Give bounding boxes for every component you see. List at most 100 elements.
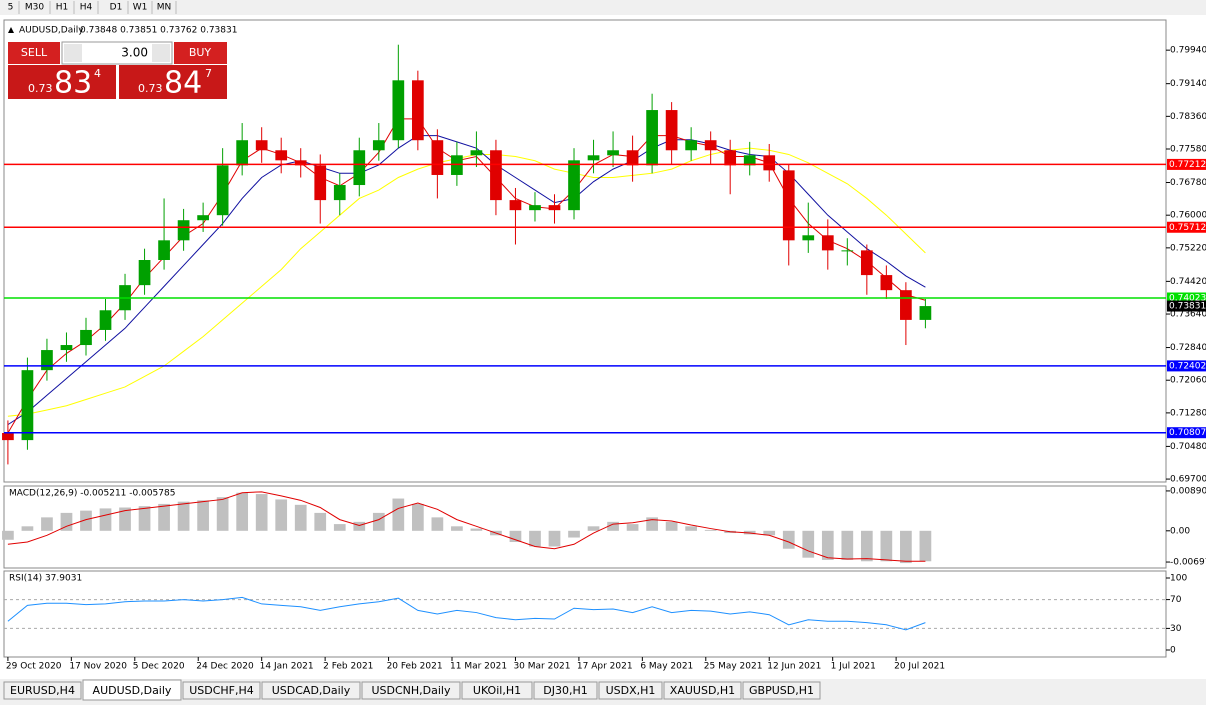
y-tick-label: 0.76780 — [1170, 178, 1206, 188]
tab[interactable] — [533, 681, 598, 700]
tab-label[interactable]: USDCAD,Daily — [272, 684, 351, 697]
timeframe-button[interactable]: M30 — [25, 3, 44, 13]
x-tick-label: 6 May 2021 — [640, 662, 693, 672]
x-tick-label: 30 Mar 2021 — [513, 662, 570, 672]
candle-body — [138, 260, 151, 286]
tab[interactable] — [598, 681, 663, 700]
macd-bar — [841, 530, 854, 560]
tab[interactable] — [663, 681, 742, 700]
y-tick-label: 0.79140 — [1170, 79, 1206, 89]
x-tick-label: 14 Jan 2021 — [260, 662, 314, 672]
candle-body — [236, 140, 249, 166]
last-price-label: 0.73831 — [1169, 302, 1206, 312]
candle-body — [568, 160, 580, 211]
collapse-arrow[interactable] — [8, 27, 14, 33]
tab[interactable] — [261, 681, 361, 700]
ask-small: 7 — [205, 67, 212, 80]
timeframe-button[interactable]: MN — [157, 3, 172, 13]
buy-label[interactable]: BUY — [189, 46, 212, 59]
macd-bar — [372, 512, 385, 531]
level-label-box — [1167, 360, 1206, 372]
candle-body — [392, 80, 405, 141]
x-tick-label: 24 Dec 2020 — [196, 662, 254, 672]
y-tick-label: 0.69700 — [1170, 475, 1206, 485]
timeframe-button[interactable]: H4 — [80, 3, 93, 13]
tab-label[interactable]: AUDUSD,Daily — [93, 684, 172, 697]
macd-bar — [548, 530, 561, 547]
macd-bar — [919, 530, 932, 562]
tab[interactable] — [182, 681, 261, 700]
macd-bar — [275, 499, 288, 531]
rsi-title: RSI(14) 37.9031 — [9, 574, 82, 584]
tab-label[interactable]: XAUUSD,H1 — [670, 684, 735, 697]
sell-label[interactable]: SELL — [21, 46, 48, 59]
lot-down[interactable] — [64, 44, 82, 62]
candle-body — [294, 160, 307, 166]
tab-label[interactable]: USDCNH,Daily — [371, 684, 451, 697]
bid-box[interactable] — [8, 65, 116, 99]
tab-label[interactable]: UKOil,H1 — [473, 684, 521, 697]
macd-bar — [568, 530, 580, 538]
tab[interactable] — [361, 681, 461, 700]
level-label: 0.77212 — [1169, 160, 1206, 170]
sell-button[interactable] — [8, 42, 60, 64]
buy-button[interactable] — [174, 42, 227, 64]
tab-label[interactable]: GBPUSD,H1 — [749, 684, 814, 697]
tab-label[interactable]: USDCHF,H4 — [189, 684, 254, 697]
macd-bar — [685, 526, 698, 531]
macd-bar — [860, 530, 873, 562]
lot-input[interactable] — [61, 41, 173, 65]
y-tick-label: 0 — [1170, 646, 1176, 656]
bid-big: 83 — [54, 66, 92, 101]
candle-body — [372, 140, 385, 151]
ask-box[interactable] — [119, 65, 227, 99]
candle-body — [548, 205, 561, 211]
level-label: 0.70807 — [1169, 428, 1206, 438]
tab[interactable] — [3, 681, 82, 700]
candle-body — [529, 205, 541, 211]
macd-bar — [80, 510, 92, 531]
macd-bar — [314, 512, 327, 531]
tab[interactable] — [742, 681, 821, 700]
candle-body — [275, 150, 288, 161]
candle-body — [841, 250, 854, 252]
candle-body — [626, 150, 639, 166]
tab-label[interactable]: USDX,H1 — [606, 684, 656, 697]
candle-body — [509, 200, 522, 211]
macd-bar — [900, 530, 912, 564]
candle-body — [60, 345, 73, 351]
macd-bar — [255, 494, 268, 531]
timeframe-button[interactable]: 5 — [8, 3, 14, 13]
tab[interactable] — [82, 679, 182, 701]
macd-bar — [236, 492, 249, 531]
y-tick-label: 0.71280 — [1170, 408, 1206, 418]
x-tick-label: 20 Feb 2021 — [387, 662, 443, 672]
macd-bar — [60, 512, 73, 531]
candle-body — [900, 290, 912, 320]
timeframe-button[interactable]: H1 — [56, 3, 69, 13]
y-tick-label: 0.70480 — [1170, 442, 1206, 452]
rsi-line — [7, 596, 926, 631]
y-tick-label: 30 — [1170, 624, 1182, 634]
y-tick-label: -0.00697 — [1170, 558, 1206, 568]
candle-body — [80, 329, 92, 346]
level-label: 0.75712 — [1169, 223, 1206, 233]
tab[interactable] — [461, 681, 533, 700]
candle-body — [21, 370, 34, 441]
macd-bar — [353, 521, 366, 531]
lot-up[interactable] — [152, 44, 170, 62]
timeframe-button[interactable]: W1 — [133, 3, 148, 13]
candle-body — [743, 155, 756, 166]
x-tick-label: 17 Nov 2020 — [69, 662, 127, 672]
macd-bar — [177, 501, 190, 531]
y-tick-label: 0.72060 — [1170, 376, 1206, 386]
macd-bar — [880, 530, 893, 562]
candle-body — [724, 150, 737, 166]
tab-label[interactable]: EURUSD,H4 — [10, 684, 75, 697]
macd-bar — [470, 528, 483, 531]
lot-value[interactable]: 3.00 — [121, 46, 148, 60]
tab-label[interactable]: DJ30,H1 — [543, 684, 587, 697]
timeframe-button[interactable]: D1 — [110, 3, 123, 13]
macd-bar — [138, 506, 151, 531]
